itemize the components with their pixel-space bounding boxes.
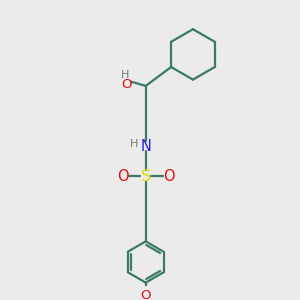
- Text: H: H: [121, 70, 129, 80]
- Text: S: S: [141, 169, 151, 184]
- Text: O: O: [121, 78, 131, 91]
- Text: O: O: [140, 289, 151, 300]
- Text: O: O: [117, 169, 129, 184]
- Text: N: N: [140, 139, 151, 154]
- Text: H: H: [130, 139, 138, 149]
- Text: O: O: [163, 169, 174, 184]
